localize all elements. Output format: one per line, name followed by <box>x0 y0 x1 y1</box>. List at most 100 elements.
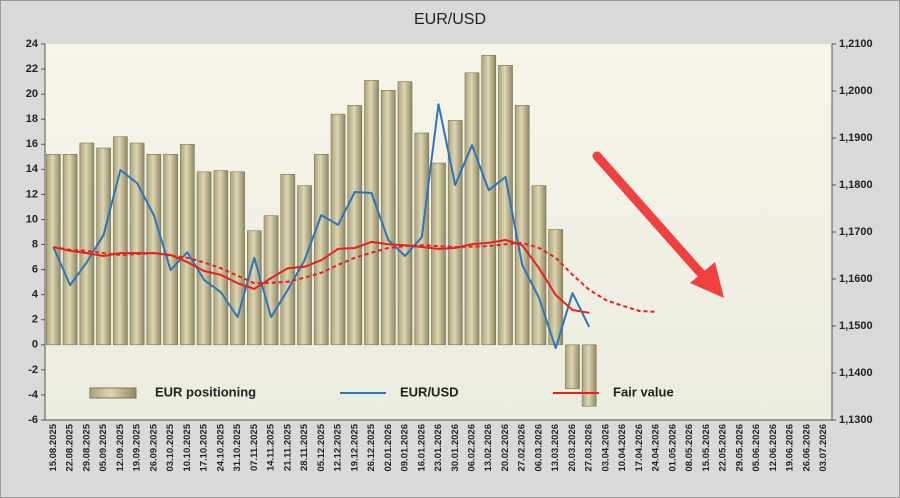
bar <box>129 142 145 346</box>
bar <box>380 90 396 346</box>
x-tick-label: 06.03.2026 <box>533 424 544 472</box>
legend-label: Fair value <box>613 384 674 399</box>
x-tick-label: 17.10.2025 <box>199 423 210 471</box>
x-tick-label: 31.10.2025 <box>232 423 243 471</box>
y-tick-label: 14 <box>26 163 39 175</box>
bar <box>179 143 195 346</box>
x-tick-label: 22.05.2026 <box>718 424 729 472</box>
y2-tick-label: 1,1700 <box>839 226 873 238</box>
x-tick-label: 15.08.2025 <box>48 423 59 471</box>
y-tick-label: -2 <box>28 364 38 376</box>
x-tick-label: 03.07.2026 <box>818 424 829 472</box>
x-tick-label: 19.09.2025 <box>132 423 143 471</box>
x-tick-label: 13.03.2026 <box>550 424 561 472</box>
bar <box>46 153 61 346</box>
bar <box>447 120 463 346</box>
y2-tick-label: 1,1600 <box>839 273 873 285</box>
bar <box>96 147 111 346</box>
y-tick-label: 10 <box>26 213 38 225</box>
x-tick-label: 15.05.2026 <box>701 424 712 472</box>
x-tick-label: 08.05.2026 <box>684 424 695 472</box>
x-tick-label: 16.01.2026 <box>416 424 427 472</box>
bar <box>297 185 312 346</box>
bar <box>230 171 245 346</box>
x-tick-label: 10.04.2026 <box>617 424 628 472</box>
bar <box>146 153 162 346</box>
x-tick-label: 20.02.2026 <box>500 424 511 472</box>
y-tick-label: 0 <box>32 339 38 351</box>
bar <box>113 136 128 346</box>
bar <box>313 153 329 346</box>
legend-swatch <box>89 387 137 399</box>
line <box>52 103 591 350</box>
y-tick-label: 12 <box>26 188 38 200</box>
bar <box>514 105 530 346</box>
y2-tick-label: 1,1500 <box>839 320 873 332</box>
x-tick-label: 06.02.2026 <box>467 424 478 472</box>
x-tick-label: 03.04.2026 <box>600 424 611 472</box>
bar <box>330 113 346 346</box>
x-tick-label: 19.06.2026 <box>785 424 796 472</box>
x-tick-label: 12.06.2026 <box>768 424 779 472</box>
x-tick-label: 29.05.2026 <box>734 424 745 472</box>
y-tick-label: 18 <box>26 113 38 125</box>
x-tick-label: 22.08.2025 <box>65 423 76 471</box>
chart-title: EUR/USD <box>414 11 486 28</box>
y2-tick-label: 1,1900 <box>839 132 873 144</box>
x-tick-label: 05.06.2026 <box>751 424 762 472</box>
x-tick-label: 21.11.2025 <box>282 423 293 471</box>
y-tick-label: -4 <box>28 389 39 401</box>
y2-tick-label: 1,1300 <box>839 414 873 426</box>
x-tick-label: 17.04.2026 <box>634 424 645 472</box>
x-tick-label: 05.12.2025 <box>316 423 327 471</box>
x-tick-label: 24.04.2026 <box>651 424 662 472</box>
bar <box>414 132 430 346</box>
trend-arrow <box>592 151 724 298</box>
y-tick-label: 6 <box>32 264 38 276</box>
y2-tick-label: 1,2000 <box>839 85 873 97</box>
bar <box>464 72 480 346</box>
x-tick-label: 29.08.2025 <box>81 423 92 471</box>
y-tick-label: 2 <box>32 314 38 326</box>
bar <box>347 105 363 346</box>
bar <box>280 174 296 346</box>
bar <box>364 80 379 346</box>
y-tick-label: 4 <box>32 289 39 301</box>
y-tick-label: -6 <box>28 414 38 426</box>
x-tick-label: 27.03.2026 <box>584 424 595 472</box>
y-tick-label: 16 <box>26 138 38 150</box>
x-tick-label: 10.10.2025 <box>182 423 193 471</box>
y-tick-label: 24 <box>26 38 39 50</box>
y2-tick-label: 1,1800 <box>839 179 873 191</box>
x-tick-label: 23.01.2026 <box>433 424 444 472</box>
bar <box>481 54 497 346</box>
x-tick-label: 26.06.2026 <box>801 424 812 472</box>
x-tick-label: 27.02.2026 <box>517 424 528 472</box>
x-tick-label: 24.10.2025 <box>215 423 226 471</box>
x-tick-label: 05.09.2025 <box>98 423 109 471</box>
y-tick-label: 22 <box>26 63 38 75</box>
x-tick-label: 20.03.2026 <box>567 424 578 472</box>
x-tick-label: 14.11.2025 <box>266 423 277 471</box>
x-tick-label: 09.01.2026 <box>400 424 411 472</box>
legend-label: EUR positioning <box>155 384 256 399</box>
y2-tick-label: 1,2100 <box>839 38 873 50</box>
x-tick-label: 01.05.2026 <box>667 424 678 472</box>
legend-label: EUR/USD <box>400 384 459 399</box>
bar <box>498 65 513 346</box>
bar <box>581 344 597 407</box>
bar <box>196 171 212 346</box>
y2-tick-label: 1,1400 <box>839 367 873 379</box>
x-tick-label: 02.01.2026 <box>383 424 394 472</box>
y-tick-label: 8 <box>32 238 38 250</box>
x-tick-label: 26.09.2025 <box>148 423 159 471</box>
x-tick-label: 07.11.2025 <box>249 423 260 471</box>
bar <box>213 170 229 346</box>
x-tick-label: 13.02.2026 <box>483 424 494 472</box>
y-tick-label: 20 <box>26 88 38 100</box>
x-tick-label: 19.12.2025 <box>349 423 360 471</box>
bar <box>431 162 446 346</box>
bar <box>531 185 547 346</box>
x-tick-label: 28.11.2025 <box>299 423 310 471</box>
